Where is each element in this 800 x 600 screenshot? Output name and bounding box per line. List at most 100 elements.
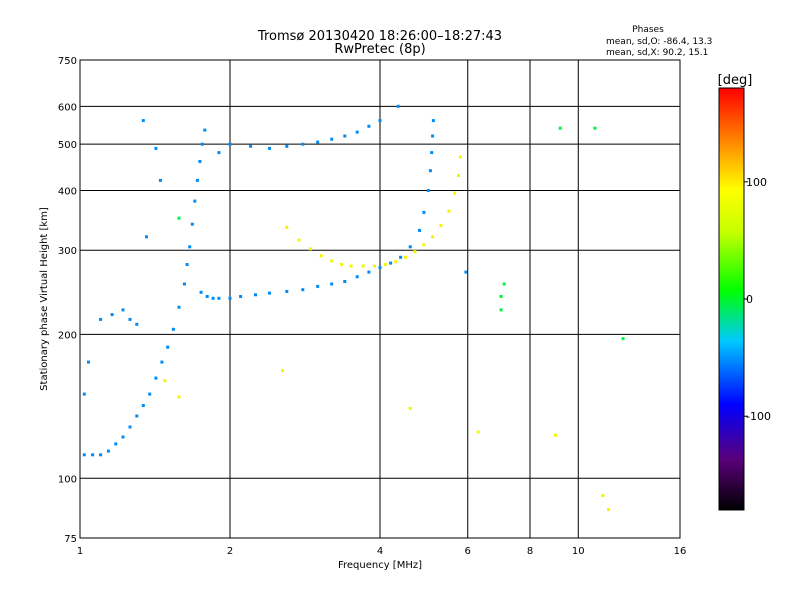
data-point-other <box>499 295 503 298</box>
data-point-x <box>340 263 344 266</box>
data-point-o <box>135 322 139 326</box>
data-point-x <box>458 155 462 159</box>
data-point-o <box>396 104 400 108</box>
data-point-o <box>268 291 271 295</box>
data-point-x <box>373 264 376 268</box>
data-point-x <box>408 406 412 410</box>
data-point-o <box>422 210 426 214</box>
data-point-o <box>121 435 125 439</box>
data-point-o <box>378 266 382 269</box>
data-point-x <box>439 224 443 227</box>
data-point-o <box>199 290 203 294</box>
data-point-x <box>330 259 334 263</box>
data-point-o <box>141 119 145 123</box>
data-point-x <box>447 209 451 213</box>
data-point-o <box>330 282 334 286</box>
data-point-o <box>128 317 132 321</box>
colorbar-tick-label: 0 <box>746 293 753 306</box>
data-point-o <box>171 327 175 331</box>
data-point-o <box>99 317 103 321</box>
x-tick-label: 16 <box>674 546 687 557</box>
data-point-x <box>457 174 460 177</box>
data-point-o <box>158 178 162 182</box>
data-point-o <box>82 392 86 396</box>
data-point-o <box>217 296 221 300</box>
data-point-o <box>316 284 320 288</box>
data-point-o <box>301 142 305 146</box>
data-point-x <box>285 225 289 229</box>
data-point-o <box>114 442 118 446</box>
data-point-x <box>404 255 407 259</box>
data-point-o <box>316 140 320 144</box>
stats-x-line: mean, sd,X: 90.2, 15.1 <box>606 48 708 58</box>
data-point-o <box>141 404 145 407</box>
colorbar-label: [deg] <box>718 73 753 88</box>
data-point-o <box>428 169 432 173</box>
data-point-o <box>431 119 435 123</box>
data-point-x <box>453 191 457 195</box>
data-point-o <box>418 228 421 232</box>
data-point-o <box>343 280 347 283</box>
data-point-o <box>301 288 305 292</box>
data-point-o <box>285 144 289 148</box>
y-axis-label: Stationary phase Virtual Height [km] <box>39 207 50 391</box>
data-point-x <box>422 243 426 247</box>
data-point-o <box>145 235 148 239</box>
grid <box>80 60 680 538</box>
stats-o-line: mean, sd,O: -86.4, 13.3 <box>606 37 712 47</box>
data-point-x <box>413 250 417 254</box>
data-point-x <box>383 263 387 266</box>
data-point-o <box>188 245 192 249</box>
data-point-o <box>82 453 86 457</box>
data-point-x <box>476 430 480 434</box>
x-tick-label: 8 <box>527 546 533 557</box>
data-point-o <box>355 130 359 134</box>
colorbar-ticks: 100 0 -100 <box>744 176 771 423</box>
data-point-o <box>249 144 253 148</box>
data-point-o <box>355 275 359 279</box>
data-point-x <box>431 235 435 239</box>
data-point-o <box>110 313 114 317</box>
data-point-o <box>198 160 202 163</box>
data-point-o <box>190 222 194 226</box>
data-point-o <box>87 360 90 364</box>
data-point-x <box>394 260 398 264</box>
chart-subtitle: RwPretec (8p) <box>334 42 425 57</box>
data-point-o <box>160 360 164 364</box>
x-tick-label: 4 <box>377 546 383 557</box>
data-point-o <box>399 255 403 259</box>
data-point-x <box>554 433 557 437</box>
data-point-o <box>200 142 204 146</box>
data-point-o <box>91 453 95 457</box>
data-point-o <box>203 128 207 132</box>
data-point-o <box>268 146 271 150</box>
plot-frame <box>79 59 681 539</box>
data-point-other <box>502 282 506 286</box>
chart-title: Tromsø 20130420 18:26:00–18:27:43 <box>257 29 502 44</box>
data-point-o <box>330 137 334 141</box>
data-point-o <box>430 151 434 155</box>
y-tick-label: 75 <box>64 534 77 545</box>
data-point-o <box>154 376 158 380</box>
x-tick-label: 6 <box>465 546 471 557</box>
data-point-o <box>378 119 382 123</box>
colorbar-tick-label: -100 <box>746 410 771 423</box>
data-point-o <box>135 414 139 418</box>
data-point-x <box>297 238 301 242</box>
data-point-o <box>148 392 152 396</box>
data-point-o <box>389 261 393 265</box>
data-point-x <box>281 369 285 373</box>
data-point-o <box>285 289 289 293</box>
data-point-o <box>408 245 412 249</box>
y-tick-label: 100 <box>58 474 77 485</box>
data-point-o <box>367 270 371 274</box>
data-point-o <box>217 151 221 155</box>
data-point-o <box>228 296 232 300</box>
data-point-o <box>121 308 125 312</box>
data-point-o <box>228 142 232 146</box>
data-point-o <box>205 295 209 298</box>
colorbar <box>718 87 745 511</box>
data-point-o <box>106 449 110 453</box>
data-point-o <box>99 453 103 457</box>
